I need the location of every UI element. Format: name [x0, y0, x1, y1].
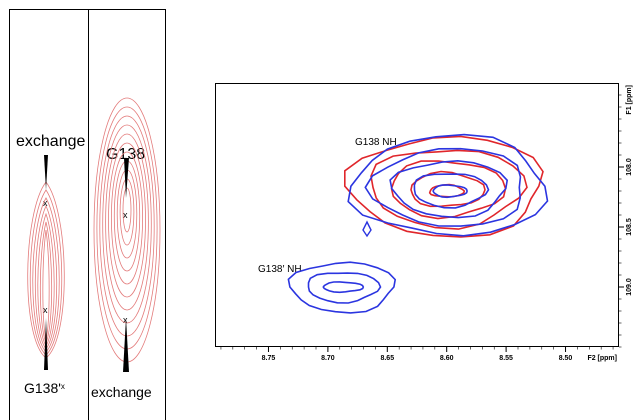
- y-axis-title: F1 [ppm]: [626, 85, 633, 115]
- strip-top-label: exchange: [16, 133, 86, 150]
- contour-g138: [344, 135, 544, 238]
- cross-mark: x: [43, 305, 48, 315]
- strip-g138: G138 x x exchange: [88, 9, 166, 420]
- contour-g138-prime: [307, 272, 382, 304]
- contour-g138-prime: [322, 281, 365, 294]
- x-tick-label: 8.70: [321, 355, 335, 362]
- contour-g138: [413, 173, 490, 209]
- strip-wedge: [123, 318, 129, 372]
- cross-mark: x: [123, 210, 128, 220]
- contour-g138: [389, 159, 509, 219]
- strip-wedge: [124, 158, 129, 198]
- strip-bottom-label: exchange: [91, 384, 152, 400]
- strip-exchange-left: exchange x x G138'x: [9, 9, 89, 420]
- strip-contour: [108, 142, 146, 298]
- y-tick-label: 108.0: [626, 158, 633, 176]
- strip-wedge: [44, 155, 48, 190]
- y-tick-label: 108.5: [626, 218, 633, 236]
- x-tick-label: 8.65: [380, 355, 394, 362]
- contour-g138: [410, 170, 486, 208]
- cross-mark: x: [123, 315, 128, 325]
- contour-g138-prime: [287, 261, 397, 314]
- strip-wedge: [44, 318, 48, 370]
- peak-label-g138: G138 NH: [355, 137, 397, 148]
- strip-contour: [111, 151, 144, 285]
- contour-g138: [347, 133, 549, 237]
- cross-mark: x: [43, 198, 48, 208]
- strip-contour: [105, 133, 149, 311]
- strip-contour: [102, 124, 152, 324]
- strip-contour: [122, 187, 132, 233]
- peak-label-g138-prime: G138′ NH: [258, 264, 302, 275]
- spectrum-plot-frame: [215, 83, 619, 347]
- x-tick-label: 8.60: [440, 355, 454, 362]
- contour-g138: [370, 149, 528, 230]
- strip-bottom-label: G138'x: [24, 380, 65, 396]
- x-tick-label: 8.55: [499, 355, 513, 362]
- x-tick-label: 8.75: [262, 355, 276, 362]
- y-tick-label: 109.0: [626, 278, 633, 296]
- strip-contours: [27, 97, 161, 372]
- contour-g138: [432, 184, 468, 199]
- contour-g138: [364, 147, 522, 227]
- contour-satellite: [362, 220, 372, 238]
- x-axis-title: F2 [ppm]: [587, 355, 617, 362]
- x-tick-label: 8.50: [559, 355, 573, 362]
